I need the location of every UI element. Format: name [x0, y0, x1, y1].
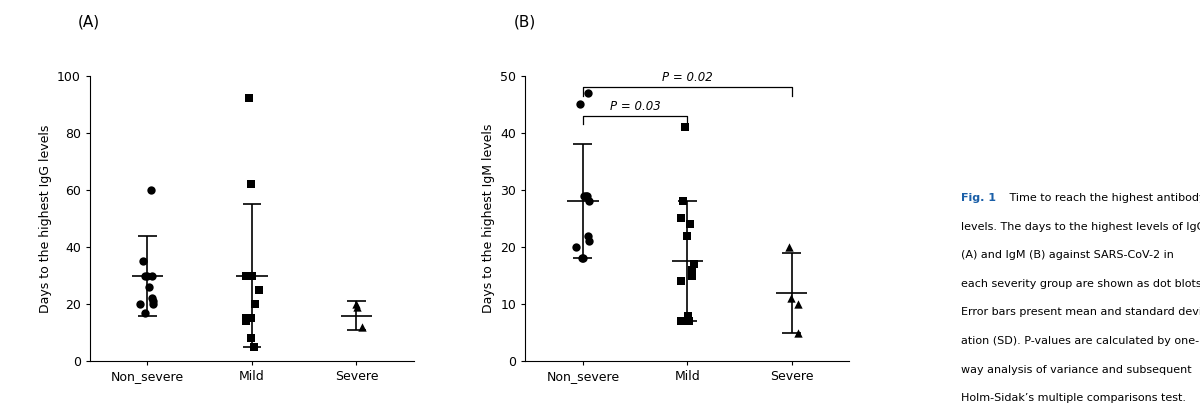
- Point: [143, 295, 162, 302]
- Point: [239, 95, 258, 102]
- Point: [580, 198, 599, 205]
- Text: (A): (A): [78, 14, 100, 29]
- Y-axis label: Days to the highest IgG levels: Days to the highest IgG levels: [38, 124, 52, 312]
- Point: [578, 89, 598, 96]
- Text: ation (SD). P-values are calculated by one-: ation (SD). P-values are calculated by o…: [961, 336, 1199, 346]
- Point: [577, 192, 596, 199]
- Point: [346, 301, 365, 307]
- Point: [671, 318, 690, 325]
- Point: [578, 232, 598, 239]
- Point: [678, 312, 697, 319]
- Point: [788, 329, 808, 336]
- Point: [236, 315, 256, 322]
- Text: (A) and IgM (B) against SARS-CoV-2 in: (A) and IgM (B) against SARS-CoV-2 in: [961, 250, 1174, 260]
- Point: [236, 318, 256, 325]
- Point: [142, 186, 161, 193]
- Point: [575, 192, 594, 199]
- Point: [245, 301, 264, 307]
- Point: [683, 272, 702, 279]
- Point: [672, 215, 691, 222]
- Point: [566, 244, 586, 250]
- Point: [139, 284, 158, 290]
- Point: [353, 323, 372, 330]
- Point: [788, 301, 808, 307]
- Text: (B): (B): [514, 14, 535, 29]
- Point: [673, 198, 692, 205]
- Point: [676, 123, 695, 130]
- Point: [245, 344, 264, 350]
- Point: [143, 272, 162, 279]
- Text: P = 0.03: P = 0.03: [610, 100, 660, 113]
- Point: [144, 298, 163, 304]
- Point: [242, 272, 262, 279]
- Point: [780, 244, 799, 250]
- Point: [574, 255, 593, 262]
- Point: [134, 272, 154, 279]
- Point: [680, 221, 700, 228]
- Point: [677, 232, 696, 239]
- Text: Holm-Sidak’s multiple comparisons test.: Holm-Sidak’s multiple comparisons test.: [961, 393, 1186, 403]
- Point: [781, 295, 800, 302]
- Text: P = 0.02: P = 0.02: [662, 71, 713, 84]
- Point: [134, 258, 154, 265]
- Point: [241, 335, 260, 342]
- Text: Time to reach the highest antibody: Time to reach the highest antibody: [1007, 193, 1200, 203]
- Text: levels. The days to the highest levels of IgG: levels. The days to the highest levels o…: [961, 222, 1200, 232]
- Point: [570, 101, 589, 108]
- Point: [671, 278, 690, 285]
- Point: [348, 304, 367, 310]
- Text: way analysis of variance and subsequent: way analysis of variance and subsequent: [961, 365, 1192, 375]
- Point: [137, 272, 156, 279]
- Point: [576, 192, 595, 199]
- Point: [572, 255, 592, 262]
- Text: Error bars present mean and standard devi-: Error bars present mean and standard dev…: [961, 307, 1200, 318]
- Point: [679, 318, 698, 325]
- Text: each severity group are shown as dot blots.: each severity group are shown as dot blo…: [961, 279, 1200, 289]
- Y-axis label: Days to the highest IgM levels: Days to the highest IgM levels: [482, 124, 494, 313]
- Point: [236, 272, 256, 279]
- Point: [685, 261, 704, 268]
- Point: [241, 315, 260, 322]
- Point: [250, 286, 269, 293]
- Point: [683, 266, 702, 273]
- Point: [131, 301, 150, 307]
- Point: [241, 181, 260, 187]
- Point: [134, 309, 154, 316]
- Point: [580, 238, 599, 244]
- Text: Fig. 1: Fig. 1: [961, 193, 996, 203]
- Point: [143, 301, 162, 307]
